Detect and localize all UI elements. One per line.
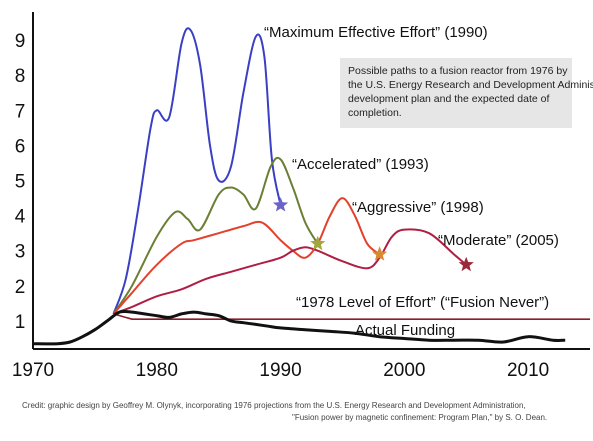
x-tick-label: 2010 [507, 360, 549, 381]
credit-line-2: "Fusion power by magnetic confinement: P… [292, 413, 547, 422]
series-label-accelerated: “Accelerated” (1993) [292, 156, 429, 173]
series-label-1978-level: “1978 Level of Effort” (“Fusion Never”) [296, 294, 549, 311]
y-tick-label: 6 [15, 136, 26, 157]
series-lines [32, 27, 590, 346]
x-tick-label: 2000 [383, 360, 425, 381]
y-tick-label: 3 [15, 242, 26, 263]
series-line-moderate [113, 228, 467, 315]
completion-star-aggressive [372, 246, 388, 261]
y-tick-label: 1 [15, 312, 26, 333]
y-tick-label: 4 [15, 207, 26, 228]
x-tick-label: 1980 [136, 360, 178, 381]
completion-star-moderate [458, 256, 474, 272]
y-tick-labels: 1 2 3 4 5 6 7 8 9 [15, 31, 26, 333]
completion-star-accelerated [310, 235, 326, 251]
y-tick-label: 7 [15, 101, 26, 122]
series-line-accelerated [112, 156, 319, 315]
series-label-moderate: “Moderate” (2005) [438, 232, 559, 249]
x-tick-label: 1990 [259, 360, 301, 381]
x-tick-labels: 1970 1980 1990 2000 2010 [12, 360, 549, 381]
series-label-maximum: “Maximum Effective Effort” (1990) [264, 24, 488, 41]
credit-line-1: Credit: graphic design by Geoffrey M. Ol… [22, 401, 526, 410]
series-line-aggressive [112, 197, 381, 315]
y-tick-label: 2 [15, 277, 26, 298]
x-tick-label: 1970 [12, 360, 54, 381]
series-line-maximum-effective-effort [112, 27, 282, 315]
note-box [340, 58, 572, 128]
y-tick-label: 9 [15, 31, 26, 52]
note-text: Possible paths to a fusion reactor from … [348, 65, 593, 119]
series-line-level-of-effort-1978 [113, 313, 590, 320]
completion-star-maximum-effective-effort [272, 197, 289, 212]
series-label-actual-funding: Actual Funding [355, 322, 455, 339]
y-tick-label: 8 [15, 66, 26, 87]
axes [32, 12, 590, 350]
y-tick-label: 5 [15, 172, 26, 193]
series-label-aggressive: “Aggressive” (1998) [352, 199, 484, 216]
series-line-actual-funding [32, 309, 566, 346]
completion-stars [272, 197, 474, 272]
